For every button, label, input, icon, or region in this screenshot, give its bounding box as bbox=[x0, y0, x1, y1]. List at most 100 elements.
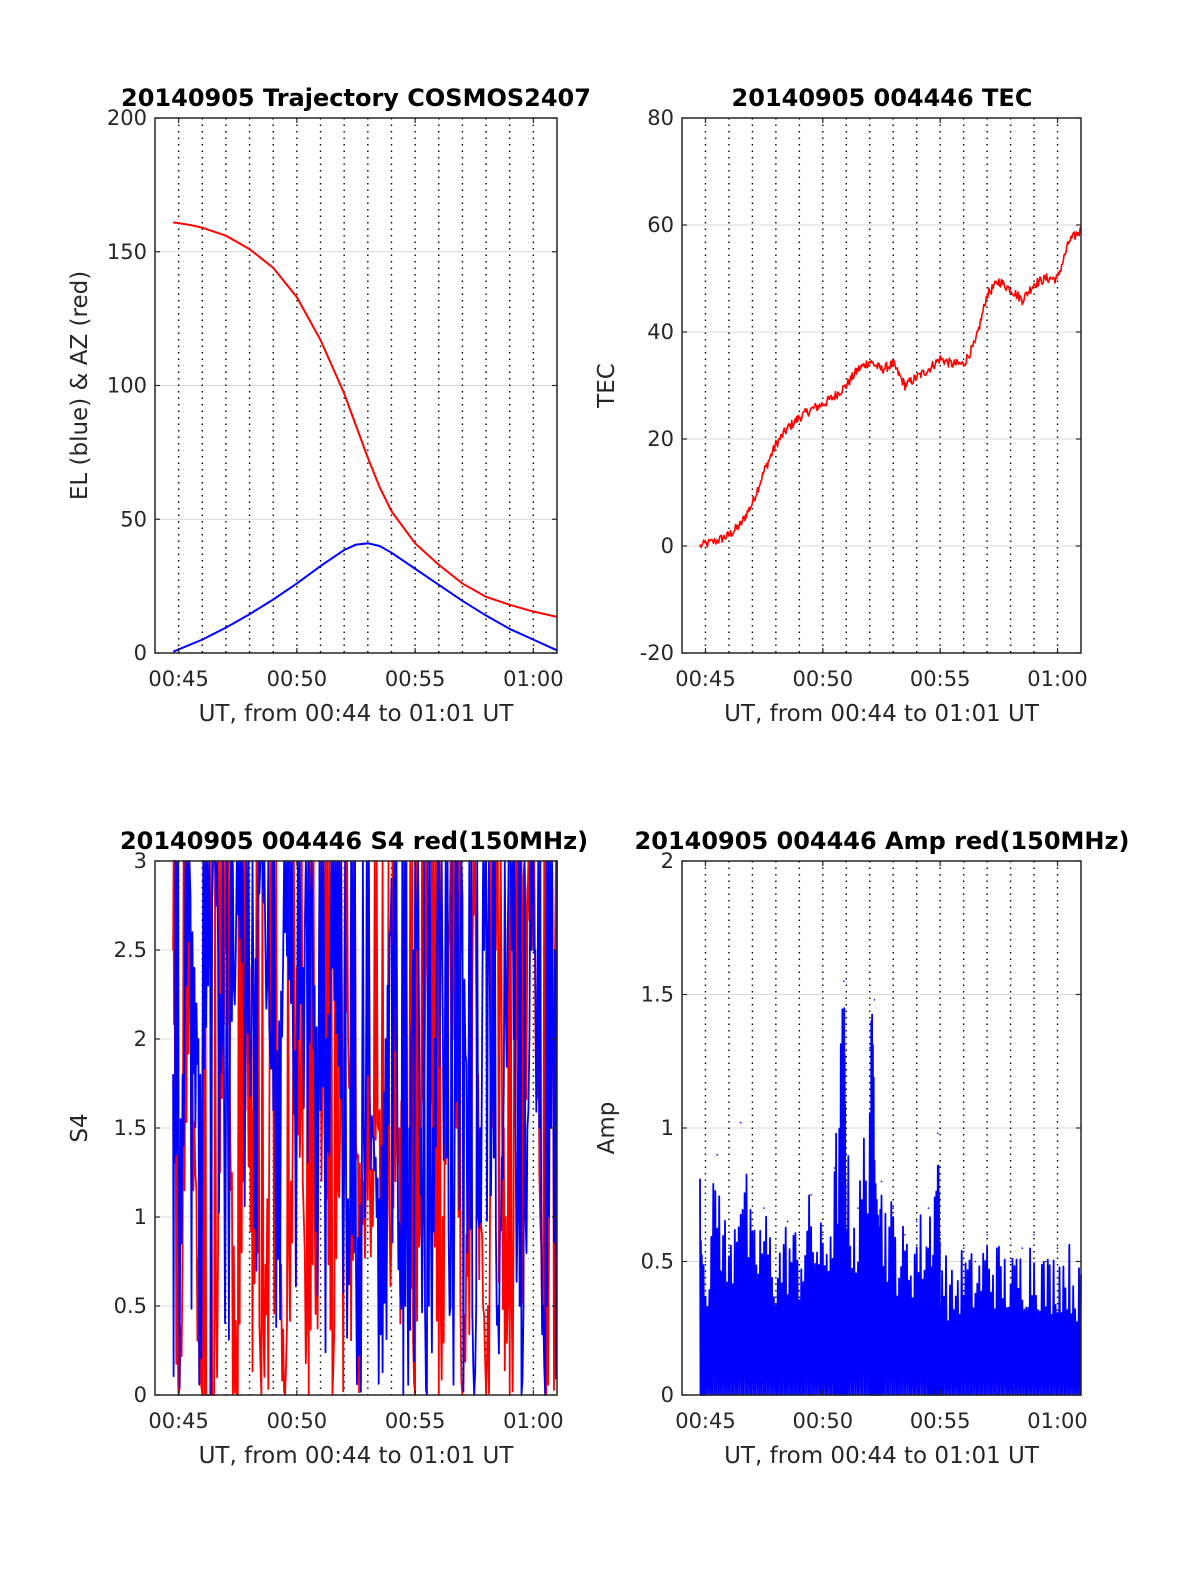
data-point-blue bbox=[880, 1180, 883, 1183]
data-point-blue bbox=[845, 1153, 848, 1156]
y-tick-label: -20 bbox=[640, 641, 674, 665]
x-tick-label: 00:55 bbox=[910, 667, 971, 691]
data-point-blue bbox=[728, 1247, 730, 1249]
series-line-blue bbox=[172, 542, 558, 653]
data-point-blue bbox=[343, 1162, 345, 1165]
y-tick-label: 200 bbox=[107, 106, 147, 130]
data-point-blue bbox=[798, 1234, 801, 1236]
data-point-blue bbox=[378, 1198, 381, 1200]
y-tick-label: 0.5 bbox=[114, 1294, 147, 1318]
data-point-blue bbox=[822, 1234, 824, 1236]
series-line-blue bbox=[172, 860, 558, 1396]
data-point-red bbox=[880, 368, 883, 371]
chart-title: 20140905 004446 S4 red(150MHz) bbox=[120, 827, 588, 855]
data-point-red bbox=[378, 1109, 381, 1111]
y-tick-label: 1.5 bbox=[641, 983, 674, 1007]
x-tick-label: 00:45 bbox=[675, 667, 736, 691]
data-point-blue bbox=[962, 1247, 965, 1249]
data-point-blue bbox=[355, 1269, 357, 1272]
series-line-red bbox=[172, 221, 558, 618]
y-tick-label: 0 bbox=[661, 1383, 674, 1407]
x-tick-label: 00:55 bbox=[385, 1409, 446, 1433]
x-tick-label: 00:50 bbox=[793, 667, 854, 691]
panel-tec: 20140905 004446 TEC UT, from 00:44 to 01… bbox=[594, 84, 1088, 727]
data-point-blue bbox=[177, 1162, 180, 1165]
chart-title: 20140905 004446 Amp red(150MHz) bbox=[635, 827, 1130, 855]
data-point-blue bbox=[272, 1109, 275, 1111]
data-point-blue bbox=[904, 1234, 906, 1236]
data-point-blue bbox=[751, 1234, 754, 1236]
data-point-blue bbox=[868, 1047, 871, 1049]
series-line-red bbox=[699, 227, 1082, 549]
data-point-red bbox=[857, 368, 859, 371]
data-point-blue bbox=[497, 1305, 499, 1307]
x-tick-label: 00:45 bbox=[675, 1409, 736, 1433]
data-point-blue bbox=[739, 1121, 742, 1124]
x-axis-label: UT, from 00:44 to 01:01 UT bbox=[724, 701, 1040, 727]
data-point-blue bbox=[1056, 1247, 1059, 1249]
y-tick-label: 40 bbox=[647, 320, 674, 344]
y-tick-label: 0 bbox=[134, 1383, 147, 1407]
data-point-blue bbox=[1068, 1247, 1071, 1249]
series-line-blue bbox=[699, 1007, 1082, 1396]
data-point-blue bbox=[699, 1180, 701, 1183]
data-point-red bbox=[367, 1198, 369, 1200]
y-tick-label: 1.5 bbox=[114, 1116, 147, 1140]
data-point-blue bbox=[892, 1207, 895, 1209]
data-point-red bbox=[751, 502, 754, 505]
y-tick-label: 60 bbox=[647, 213, 674, 237]
x-tick-label: 00:55 bbox=[910, 1409, 971, 1433]
data-point-red bbox=[822, 403, 824, 406]
data-point-blue bbox=[296, 1073, 298, 1076]
data-point-blue bbox=[461, 895, 464, 898]
data-point-red bbox=[1009, 288, 1012, 291]
y-tick-label: 0 bbox=[134, 641, 147, 665]
data-point-blue bbox=[331, 967, 334, 969]
data-point-red bbox=[974, 341, 977, 344]
data-point-blue bbox=[843, 980, 845, 982]
data-point-blue bbox=[172, 1073, 174, 1076]
data-point-blue bbox=[248, 1056, 251, 1058]
data-point-blue bbox=[873, 999, 876, 1001]
x-axis-label: UT, from 00:44 to 01:01 UT bbox=[199, 701, 515, 727]
data-point-red bbox=[915, 376, 918, 379]
data-point-red bbox=[892, 363, 895, 365]
data-point-red bbox=[172, 949, 174, 951]
data-point-red bbox=[904, 384, 906, 387]
panel-s4: 20140905 004446 S4 red(150MHz) UT, from … bbox=[67, 827, 588, 1469]
data-point-red bbox=[798, 416, 801, 419]
data-point-blue bbox=[833, 1167, 836, 1169]
data-point-red bbox=[998, 280, 1000, 282]
data-point-blue bbox=[775, 1247, 777, 1249]
y-tick-label: 0 bbox=[661, 534, 674, 558]
panel-amp: 20140905 004446 Amp red(150MHz) UT, from… bbox=[594, 827, 1129, 1469]
y-tick-label: 0.5 bbox=[641, 1250, 674, 1274]
chart-title: 20140905 004446 TEC bbox=[732, 84, 1033, 112]
data-point-blue bbox=[236, 913, 239, 916]
data-point-blue bbox=[974, 1260, 977, 1263]
data-point-blue bbox=[986, 1234, 988, 1236]
y-tick-label: 100 bbox=[107, 374, 147, 398]
x-tick-label: 00:50 bbox=[793, 1409, 854, 1433]
x-axis-label: UT, from 00:44 to 01:01 UT bbox=[199, 1443, 515, 1469]
data-point-red bbox=[833, 395, 836, 398]
data-point-red bbox=[1033, 283, 1035, 285]
data-point-red bbox=[1068, 240, 1071, 242]
data-point-blue bbox=[810, 1193, 812, 1196]
x-tick-label: 01:00 bbox=[503, 1409, 564, 1433]
y-tick-label: 3 bbox=[134, 849, 147, 873]
data-point-blue bbox=[189, 895, 192, 898]
y-tick-label: 20 bbox=[647, 427, 674, 451]
y-axis-label: S4 bbox=[67, 1113, 93, 1142]
data-point-blue bbox=[319, 1109, 322, 1111]
y-tick-label: 1 bbox=[134, 1205, 147, 1229]
data-point-blue bbox=[1033, 1234, 1035, 1236]
x-tick-label: 00:50 bbox=[267, 1409, 328, 1433]
data-point-red bbox=[1021, 299, 1024, 301]
chart-title: 20140905 Trajectory COSMOS2407 bbox=[121, 84, 591, 112]
y-axis-label: Amp bbox=[594, 1102, 620, 1155]
data-point-blue bbox=[367, 1073, 369, 1076]
x-tick-label: 01:00 bbox=[1027, 667, 1088, 691]
data-point-blue bbox=[937, 1132, 939, 1135]
